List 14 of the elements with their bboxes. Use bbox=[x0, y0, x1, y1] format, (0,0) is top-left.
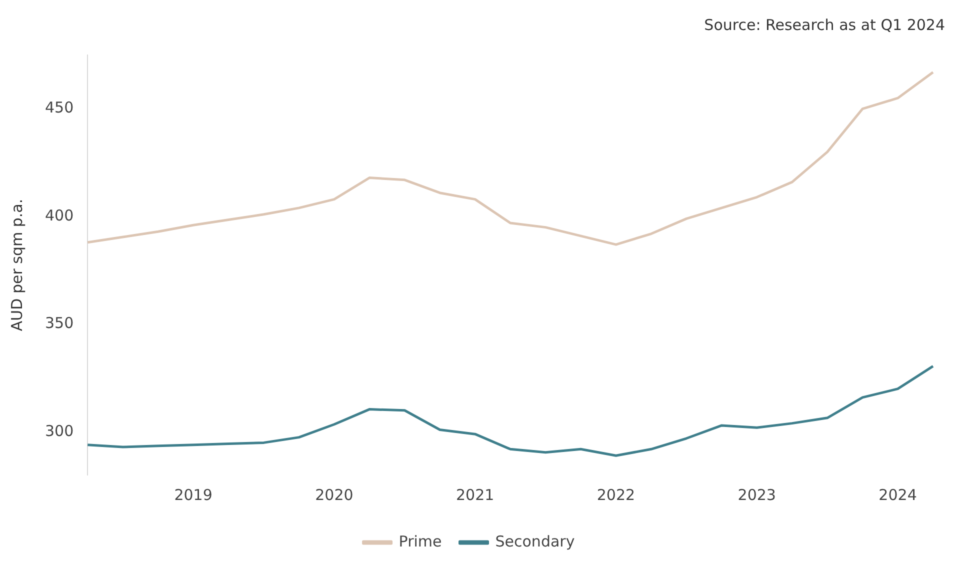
x-tick-label: 2019 bbox=[174, 486, 212, 504]
y-tick-label: 350 bbox=[44, 314, 74, 332]
x-tick-label: 2023 bbox=[738, 486, 776, 504]
source-note: Source: Research as at Q1 2024 bbox=[704, 16, 945, 34]
legend-label: Prime bbox=[398, 532, 442, 550]
y-axis-title: AUD per sqm p.a. bbox=[8, 198, 26, 332]
x-tick-label: 2021 bbox=[456, 486, 494, 504]
legend-label: Secondary bbox=[495, 532, 575, 550]
x-tick-label: 2022 bbox=[596, 486, 636, 504]
y-tick-label: 400 bbox=[44, 206, 74, 224]
y-tick-label: 450 bbox=[44, 98, 74, 117]
x-tick-label: 2020 bbox=[315, 486, 354, 504]
y-tick-label: 300 bbox=[44, 422, 74, 440]
x-tick-label: 2024 bbox=[878, 486, 917, 504]
